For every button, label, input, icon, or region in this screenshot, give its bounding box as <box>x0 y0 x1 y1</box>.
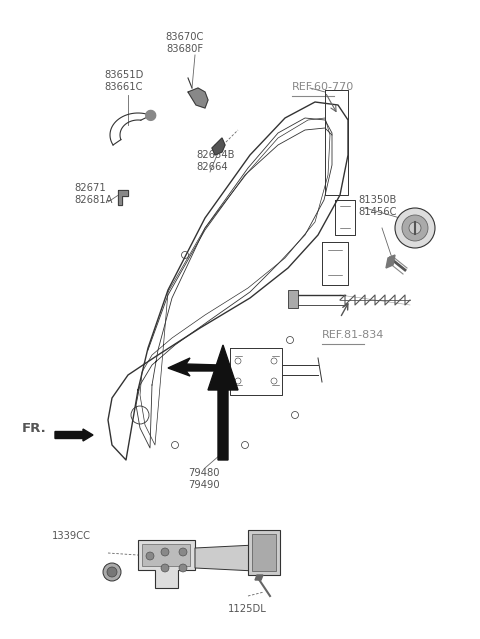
Polygon shape <box>118 190 128 205</box>
Bar <box>288 290 298 308</box>
Polygon shape <box>255 575 263 580</box>
Polygon shape <box>188 88 208 108</box>
Circle shape <box>107 567 117 577</box>
Polygon shape <box>386 255 395 268</box>
Polygon shape <box>248 530 280 575</box>
Circle shape <box>395 208 435 248</box>
Text: REF.81-834: REF.81-834 <box>322 330 384 340</box>
Text: 81350B
81456C: 81350B 81456C <box>358 195 396 217</box>
Polygon shape <box>212 138 225 155</box>
Polygon shape <box>195 545 258 571</box>
Text: 82671
82681A: 82671 82681A <box>74 183 112 204</box>
Circle shape <box>103 563 121 581</box>
Text: 83670C
83680F: 83670C 83680F <box>166 32 204 54</box>
Circle shape <box>409 222 421 234</box>
Circle shape <box>161 564 169 572</box>
Text: 1339CC: 1339CC <box>52 531 91 541</box>
Polygon shape <box>146 111 156 120</box>
Text: 1125DL: 1125DL <box>228 604 267 614</box>
FancyArrow shape <box>55 429 93 441</box>
Circle shape <box>161 548 169 556</box>
Polygon shape <box>168 358 220 376</box>
Bar <box>142 544 190 566</box>
Text: 82654B
82664: 82654B 82664 <box>196 150 235 172</box>
Circle shape <box>179 548 187 556</box>
Text: FR.: FR. <box>22 422 47 435</box>
Text: 83651D
83661C: 83651D 83661C <box>104 70 144 91</box>
Polygon shape <box>138 540 195 588</box>
Bar <box>252 534 276 571</box>
Circle shape <box>146 552 154 560</box>
Circle shape <box>179 564 187 572</box>
Text: REF.60-770: REF.60-770 <box>292 82 354 92</box>
Circle shape <box>402 215 428 241</box>
Text: 79480
79490: 79480 79490 <box>188 468 220 489</box>
Polygon shape <box>208 345 238 460</box>
